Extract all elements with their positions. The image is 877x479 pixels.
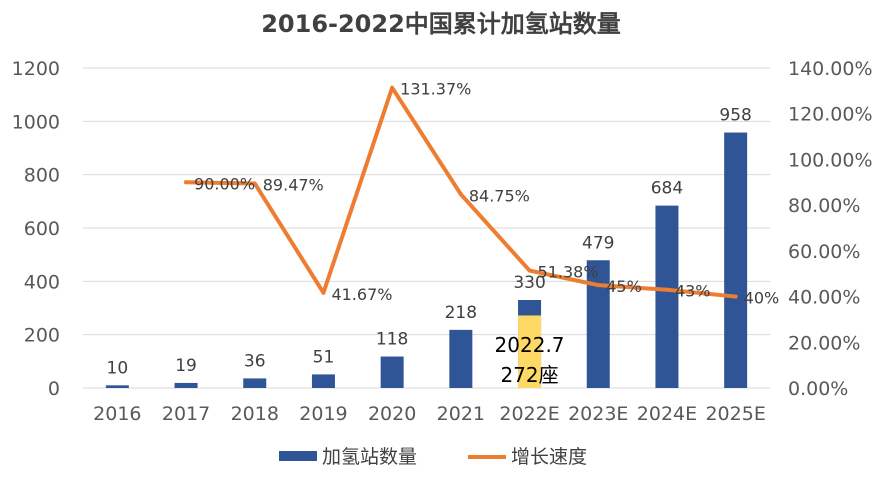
chart-title: 2016-2022中国累计加氢站数量 — [261, 10, 621, 38]
line-point — [184, 180, 189, 185]
x-tick-label: 2016 — [93, 403, 141, 425]
bar — [724, 132, 748, 388]
bar-value-label: 36 — [244, 351, 266, 371]
x-tick-label: 2024E — [637, 403, 697, 425]
bar — [311, 374, 335, 388]
bar-value-label: 958 — [719, 106, 751, 126]
y2-tick-label: 20.00% — [788, 332, 860, 354]
y-axis-right: 0.00% 20.00% 40.00% 60.00% 80.00% 100.00% 120.… — [788, 58, 873, 400]
x-tick-label: 2017 — [162, 403, 210, 425]
y-tick-label: 800 — [24, 165, 60, 187]
legend-swatch-bars — [279, 451, 317, 461]
bar — [655, 205, 679, 388]
bar — [174, 382, 198, 388]
x-tick-label: 2022E — [499, 403, 559, 425]
bar-value-label: 684 — [651, 179, 683, 199]
line-point — [596, 283, 601, 288]
y2-tick-label: 60.00% — [788, 241, 860, 263]
x-tick-label: 2025E — [705, 403, 765, 425]
annotation: 2022.7 272座 — [495, 315, 565, 388]
line-point — [527, 268, 532, 273]
bar-value-label: 51 — [313, 347, 335, 367]
line-point — [458, 192, 463, 197]
line-value-label: 84.75% — [469, 186, 530, 205]
bar — [380, 356, 404, 388]
y2-tick-label: 120.00% — [788, 104, 873, 126]
bar-value-label: 479 — [582, 233, 614, 253]
y-tick-label: 600 — [24, 218, 60, 240]
bar — [243, 378, 267, 388]
y-tick-label: 1200 — [12, 58, 60, 80]
bar-series — [105, 132, 748, 388]
x-tick-label: 2019 — [299, 403, 347, 425]
bar-value-label: 330 — [513, 273, 545, 293]
line-series — [184, 85, 738, 299]
y-axis-left: 0 200 400 600 800 1000 1200 — [12, 58, 60, 400]
annotation-text: 272座 — [500, 363, 558, 387]
line-value-label: 131.37% — [400, 80, 471, 99]
line-value-label: 43% — [675, 282, 711, 301]
y2-tick-label: 0.00% — [788, 378, 848, 400]
bar — [449, 329, 473, 388]
legend-label-bars: 加氢站数量 — [322, 446, 417, 468]
annotation-text: 2022.7 — [495, 333, 565, 357]
x-tick-label: 2020 — [368, 403, 416, 425]
line-value-label: 40% — [744, 289, 780, 308]
x-tick-label: 2023E — [568, 403, 628, 425]
y-tick-label: 1000 — [12, 111, 60, 133]
line-value-label: 90.00% — [194, 174, 255, 193]
line-point — [321, 290, 326, 295]
y2-tick-label: 100.00% — [788, 149, 873, 171]
y2-tick-label: 40.00% — [788, 287, 860, 309]
bar — [105, 385, 129, 388]
x-tick-label: 2018 — [231, 403, 279, 425]
x-tick-label: 2021 — [437, 403, 485, 425]
line-value-label: 45% — [606, 277, 642, 296]
x-axis: 2016 2017 2018 2019 2020 2021 2022E 2023E 2024E 2… — [93, 403, 766, 425]
line-value-label: 89.47% — [263, 175, 324, 194]
y2-tick-label: 80.00% — [788, 195, 860, 217]
line-point — [733, 294, 738, 299]
line-value-label: 51.38% — [538, 263, 599, 282]
y-tick-label: 400 — [24, 271, 60, 293]
bar — [586, 260, 610, 388]
line-point — [252, 181, 257, 186]
line-point — [664, 287, 669, 292]
line-value-label: 41.67% — [331, 285, 392, 304]
annotation-bar — [518, 315, 542, 388]
y2-tick-label: 140.00% — [788, 58, 873, 80]
line-point — [390, 85, 395, 90]
legend: 加氢站数量 增长速度 — [279, 446, 587, 468]
y-tick-label: 0 — [48, 378, 60, 400]
y-tick-label: 200 — [24, 325, 60, 347]
legend-label-line: 增长速度 — [511, 446, 587, 468]
bar-value-label: 10 — [107, 358, 129, 378]
data-labels: 10 19 36 51 118 218 330 479 684 958 90.00% 89.47% 41… — [107, 80, 780, 379]
gridlines — [83, 67, 770, 389]
bar-value-label: 218 — [445, 303, 477, 323]
bar-value-label: 118 — [376, 330, 408, 350]
bar-value-label: 19 — [175, 356, 197, 376]
